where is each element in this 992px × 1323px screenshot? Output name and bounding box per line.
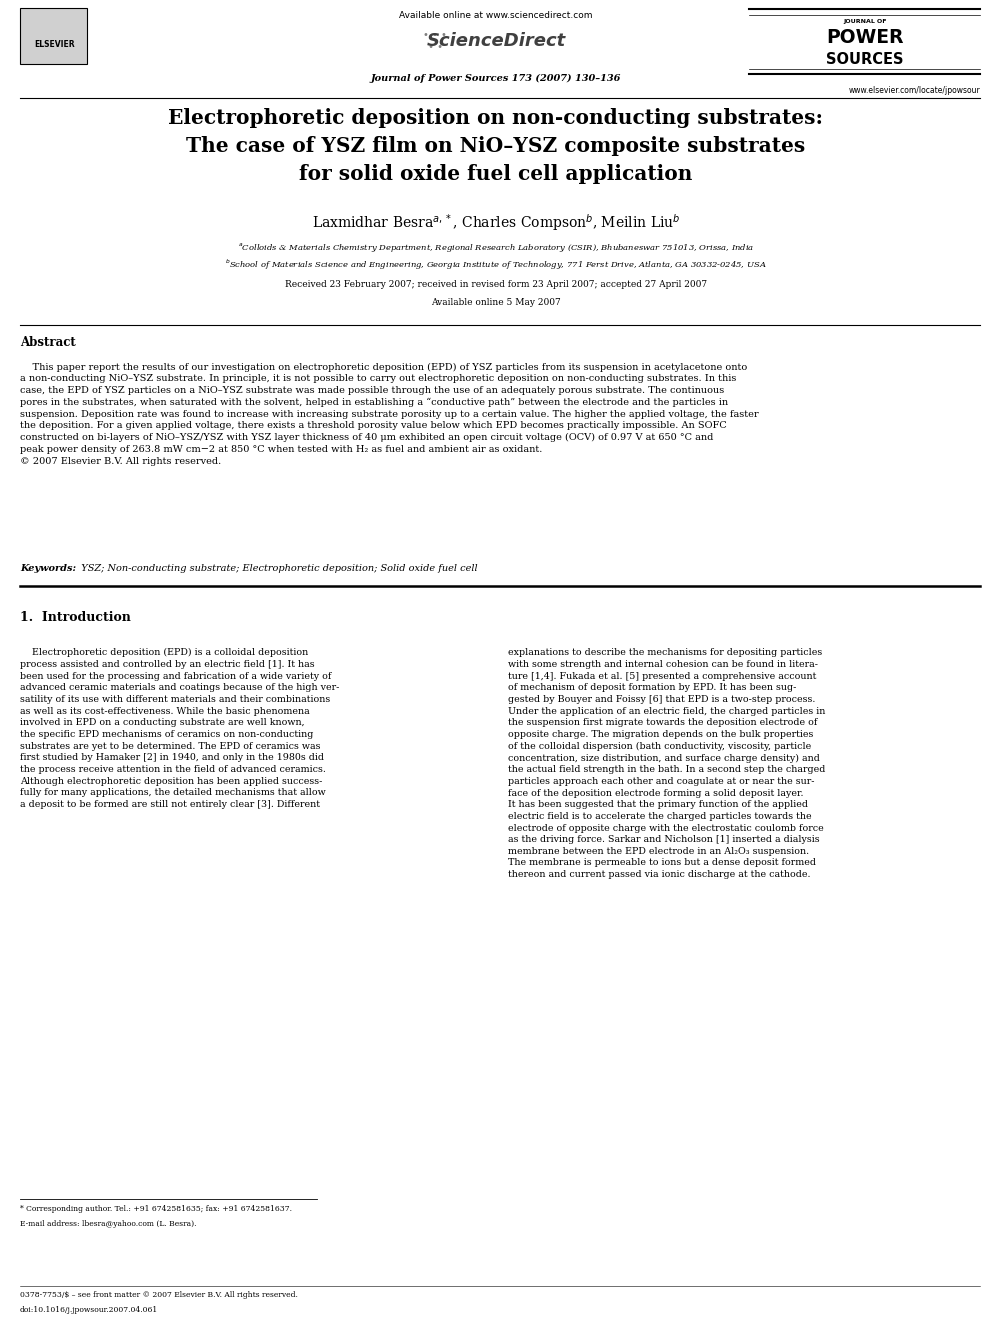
Text: Keywords:: Keywords: [20, 564, 76, 573]
Text: Laxmidhar Besra$^{a,*}$, Charles Compson$^{b}$, Meilin Liu$^{b}$: Laxmidhar Besra$^{a,*}$, Charles Compson… [311, 212, 681, 233]
Text: 0378-7753/$ – see front matter © 2007 Elsevier B.V. All rights reserved.: 0378-7753/$ – see front matter © 2007 El… [20, 1291, 298, 1299]
Text: Available online 5 May 2007: Available online 5 May 2007 [432, 298, 560, 307]
Text: Available online at www.sciencedirect.com: Available online at www.sciencedirect.co… [399, 11, 593, 20]
Text: • • •
 • •: • • • • • [423, 30, 446, 52]
Text: $^{a}$Colloids & Materials Chemistry Department, Regional Research Laboratory (C: $^{a}$Colloids & Materials Chemistry Dep… [238, 241, 754, 254]
Text: $^{b}$School of Materials Science and Engineering, Georgia Institute of Technolo: $^{b}$School of Materials Science and En… [225, 258, 767, 273]
Text: explanations to describe the mechanisms for depositing particles
with some stren: explanations to describe the mechanisms … [508, 648, 825, 880]
Text: SOURCES: SOURCES [826, 52, 904, 66]
Text: ELSEVIER: ELSEVIER [35, 40, 74, 49]
Text: E-mail address: lbesra@yahoo.com (L. Besra).: E-mail address: lbesra@yahoo.com (L. Bes… [20, 1220, 196, 1228]
Text: 1.  Introduction: 1. Introduction [20, 611, 131, 624]
Text: www.elsevier.com/locate/jpowsour: www.elsevier.com/locate/jpowsour [848, 86, 980, 95]
Text: Electrophoretic deposition on non-conducting substrates:
The case of YSZ film on: Electrophoretic deposition on non-conduc… [169, 108, 823, 184]
Text: This paper report the results of our investigation on electrophoretic deposition: This paper report the results of our inv… [20, 363, 759, 466]
Text: POWER: POWER [826, 28, 904, 46]
Text: Abstract: Abstract [20, 336, 75, 349]
Text: JOURNAL OF: JOURNAL OF [843, 19, 887, 24]
Text: Journal of Power Sources 173 (2007) 130–136: Journal of Power Sources 173 (2007) 130–… [371, 74, 621, 83]
Text: Received 23 February 2007; received in revised form 23 April 2007; accepted 27 A: Received 23 February 2007; received in r… [285, 280, 707, 290]
Text: doi:10.1016/j.jpowsour.2007.04.061: doi:10.1016/j.jpowsour.2007.04.061 [20, 1306, 158, 1314]
Text: * Corresponding author. Tel.: +91 6742581635; fax: +91 6742581637.: * Corresponding author. Tel.: +91 674258… [20, 1205, 292, 1213]
Text: Electrophoretic deposition (EPD) is a colloidal deposition
process assisted and : Electrophoretic deposition (EPD) is a co… [20, 648, 339, 808]
Bar [20, 8, 87, 64]
Text: ScienceDirect: ScienceDirect [427, 32, 565, 50]
Text: YSZ; Non-conducting substrate; Electrophoretic deposition; Solid oxide fuel cell: YSZ; Non-conducting substrate; Electroph… [75, 564, 478, 573]
